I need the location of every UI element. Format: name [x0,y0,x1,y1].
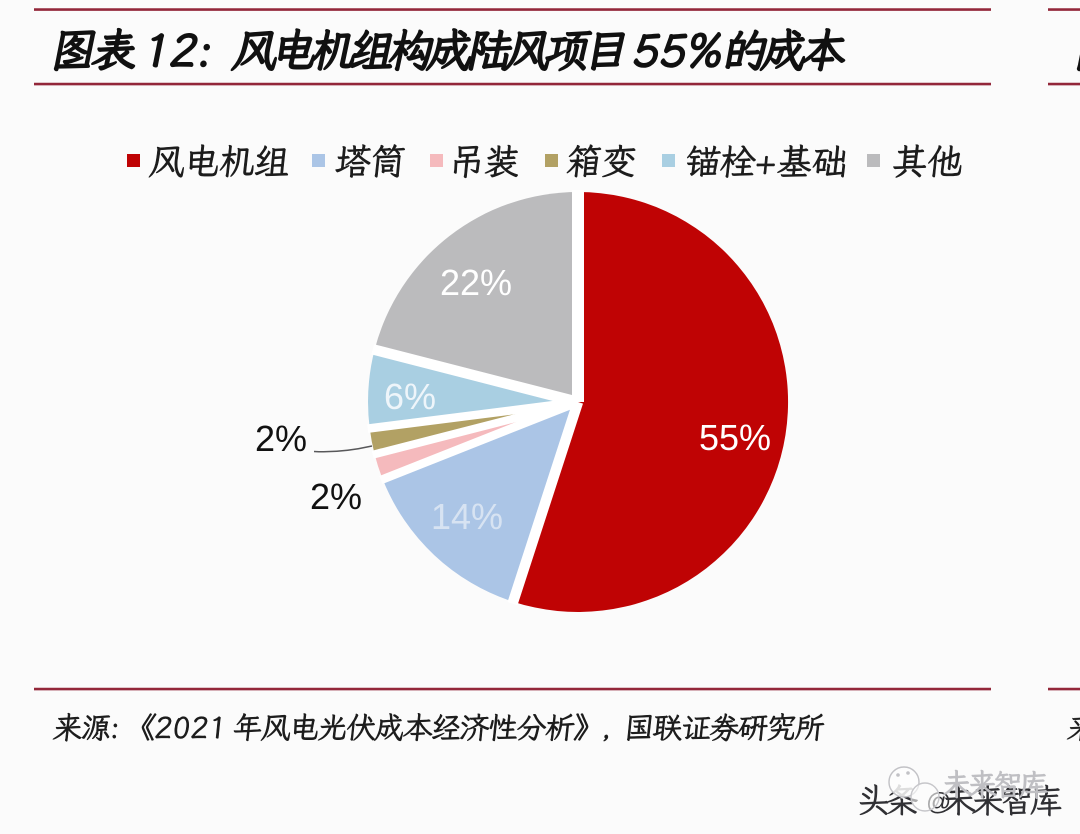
svg-text:22%: 22% [440,262,512,303]
svg-text:2%: 2% [255,418,307,459]
svg-text:14%: 14% [431,496,503,537]
svg-text:6%: 6% [384,376,436,417]
svg-text:55%: 55% [699,417,771,458]
svg-text:2%: 2% [310,476,362,517]
